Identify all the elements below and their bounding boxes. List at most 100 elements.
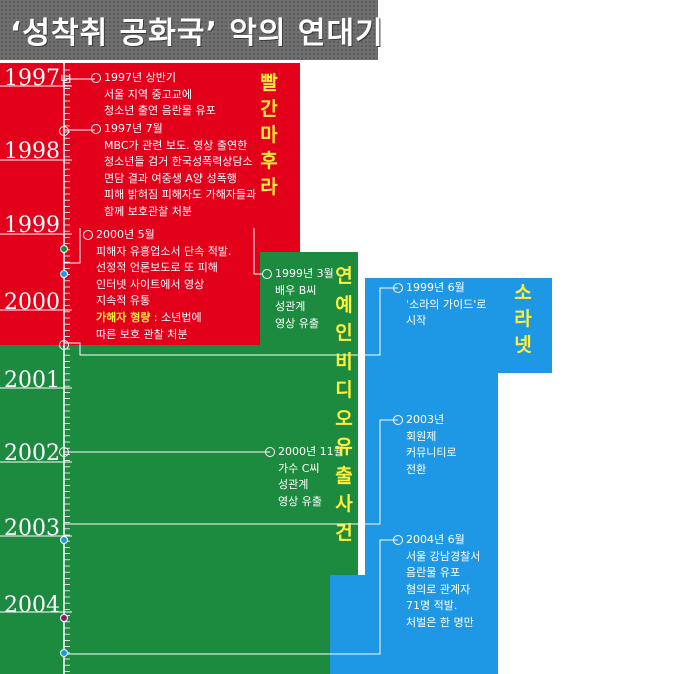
marker-blue-2004 bbox=[60, 649, 68, 657]
event-2000-may-line: 2000년 5월 bbox=[96, 228, 155, 241]
event-ring-2000-may bbox=[83, 230, 93, 240]
connector-1999-march bbox=[253, 228, 262, 275]
year-1997: 1997년 bbox=[4, 66, 72, 91]
event-2000-may-line: 피해자 유흥업소서 단속 적발. bbox=[96, 244, 232, 258]
penalty-rest: : 소년법에 bbox=[150, 310, 202, 324]
event-1997-july-line: MBC가 관련 보도. 영상 출연한 bbox=[104, 138, 248, 152]
event-2004-june-line: 71명 적발. bbox=[406, 599, 458, 613]
year-2002: 2002 bbox=[4, 441, 60, 466]
section-title-char: 간 bbox=[260, 98, 278, 120]
marker-1997-july bbox=[59, 126, 69, 136]
event-2004-june-line: 서울 강남경찰서 bbox=[406, 549, 481, 563]
event-2004-june-line: 혐의로 관계자 bbox=[406, 582, 471, 596]
event-2000-november: 2000년 11월 가수 C씨 성관계 영상 유출 bbox=[278, 444, 344, 510]
marker-blue-2003 bbox=[60, 536, 68, 544]
event-ring-2000-november bbox=[265, 447, 275, 457]
event-1999-june-line: 1999년 6월 bbox=[406, 281, 465, 294]
marker-2002 bbox=[59, 447, 69, 457]
event-2003-line: 커뮤니티로 bbox=[406, 446, 457, 460]
section-title-char: 유 bbox=[335, 436, 353, 458]
page-title: ‘성착취 공화국’ 악의 연대기 bbox=[10, 16, 384, 51]
event-1997-july-line: 함께 보호관찰 처분 bbox=[104, 204, 192, 218]
event-ring-1997-first-half bbox=[91, 73, 101, 83]
event-1997-first-half-line: 청소년 출연 음란물 유포 bbox=[104, 104, 216, 118]
event-1999-march-line: 성관계 bbox=[275, 300, 306, 314]
event-ring-1997-july bbox=[91, 124, 101, 134]
marker-blue-1999 bbox=[60, 270, 68, 278]
event-2000-may-line: 인터넷 사이트에서 영상 bbox=[96, 277, 205, 291]
title-bar bbox=[0, 0, 378, 60]
event-2000-november-line: 2000년 11월 bbox=[278, 445, 344, 458]
blue-region bbox=[330, 278, 552, 674]
event-ring-2003 bbox=[393, 415, 403, 425]
year-1999: 1999 bbox=[4, 213, 60, 238]
connector-2004-june bbox=[64, 539, 398, 655]
event-2000-may-penalty: 가해자 형량 : 소년법에 bbox=[96, 310, 231, 327]
year-2003: 2003 bbox=[4, 516, 60, 541]
event-ring-1999-march bbox=[262, 269, 272, 279]
section-title-blue: 소 라 넷 bbox=[510, 280, 536, 358]
event-2003-line: 전환 bbox=[406, 462, 427, 476]
section-title-char: 마 bbox=[260, 124, 278, 146]
event-1997-july-line: 1997년 7월 bbox=[104, 122, 163, 135]
event-1997-july: 1997년 7월 MBC가 관련 보도. 영상 출연한 청소년들 검거 한국성폭… bbox=[104, 121, 256, 221]
year-2001: 2001 bbox=[4, 368, 60, 393]
event-1997-july-line: 면담 결과 여중생 A양 성폭행 bbox=[104, 171, 237, 185]
event-1999-march-line: 영상 유출 bbox=[275, 316, 319, 330]
year-2000: 2000 bbox=[4, 290, 60, 315]
event-1999-june-line: 시작 bbox=[406, 314, 427, 328]
section-title-char: 소 bbox=[514, 282, 532, 304]
connector-1999-june bbox=[64, 287, 398, 356]
year-2004: 2004 bbox=[4, 593, 60, 618]
event-1999-march-line: 배우 B씨 bbox=[275, 283, 317, 297]
section-title-char: 비 bbox=[335, 350, 353, 373]
section-title-char: 라 bbox=[260, 176, 278, 198]
event-2000-november-line: 가수 C씨 bbox=[278, 461, 320, 475]
marker-purple-2004 bbox=[60, 614, 68, 622]
event-1999-march: 1999년 3월 배우 B씨 성관계 영상 유출 bbox=[275, 266, 334, 332]
event-2004-june-line: 처벌은 한 명만 bbox=[406, 615, 474, 629]
section-title-red: 빨 간 마 후 라 bbox=[256, 70, 282, 200]
event-2003-line: 2003년 bbox=[406, 413, 445, 426]
connector-2003 bbox=[64, 419, 398, 525]
section-title-char: 디 bbox=[335, 379, 353, 401]
section-title-char: 오 bbox=[335, 407, 353, 430]
section-title-char: 라 bbox=[514, 308, 532, 330]
event-ring-2004-june bbox=[393, 535, 403, 545]
section-title-char: 연 bbox=[335, 265, 353, 287]
event-2003: 2003년 회원제 커뮤니티로 전환 bbox=[406, 412, 457, 478]
event-1997-first-half-line: 서울 지역 중고교에 bbox=[104, 87, 192, 101]
section-title-char: 예 bbox=[335, 293, 353, 316]
event-1999-june: 1999년 6월 '소라의 가이드'로 시작 bbox=[406, 280, 486, 330]
section-title-char: 출 bbox=[335, 464, 353, 487]
green-region bbox=[0, 252, 358, 674]
event-1997-first-half: 1997년 상반기 서울 지역 중고교에 청소년 출연 음란물 유포 bbox=[104, 70, 216, 120]
section-title-char: 건 bbox=[335, 521, 353, 544]
section-title-green: 연 예 인 비 디 오 유 출 사 건 bbox=[331, 262, 357, 547]
section-title-char: 후 bbox=[260, 150, 278, 172]
event-2000-may: 2000년 5월 피해자 유흥업소서 단속 적발. 선정적 언론보도로 또 피해… bbox=[96, 227, 231, 343]
event-2000-may-line: 지속적 유통 bbox=[96, 294, 151, 308]
red-region bbox=[0, 63, 300, 345]
penalty-label: 가해자 형량 bbox=[96, 310, 151, 324]
section-title-char: 넷 bbox=[514, 334, 532, 356]
event-2000-november-line: 영상 유출 bbox=[278, 494, 322, 508]
section-title-char: 인 bbox=[335, 322, 353, 344]
event-2003-line: 회원제 bbox=[406, 429, 437, 443]
event-2004-june-line: 음란물 유포 bbox=[406, 566, 461, 580]
event-2004-june-line: 2004년 6월 bbox=[406, 533, 465, 546]
event-1997-july-line: 청소년들 검거 한국성폭력상담소 bbox=[104, 155, 253, 169]
year-1998: 1998 bbox=[4, 139, 60, 164]
event-1999-march-line: 1999년 3월 bbox=[275, 267, 334, 280]
marker-2000 bbox=[59, 340, 69, 350]
event-2004-june: 2004년 6월 서울 강남경찰서 음란물 유포 혐의로 관계자 71명 적발.… bbox=[406, 532, 480, 632]
connector-2000-may bbox=[64, 228, 81, 264]
event-2000-may-line: 선정적 언론보도로 또 피해 bbox=[96, 261, 218, 275]
event-2000-november-line: 성관계 bbox=[278, 478, 309, 492]
event-ring-1999-june bbox=[393, 283, 403, 293]
section-title-char: 사 bbox=[335, 493, 353, 515]
marker-green-1999 bbox=[60, 245, 68, 253]
event-2000-may-line: 따른 보호 관찰 처분 bbox=[96, 327, 188, 341]
